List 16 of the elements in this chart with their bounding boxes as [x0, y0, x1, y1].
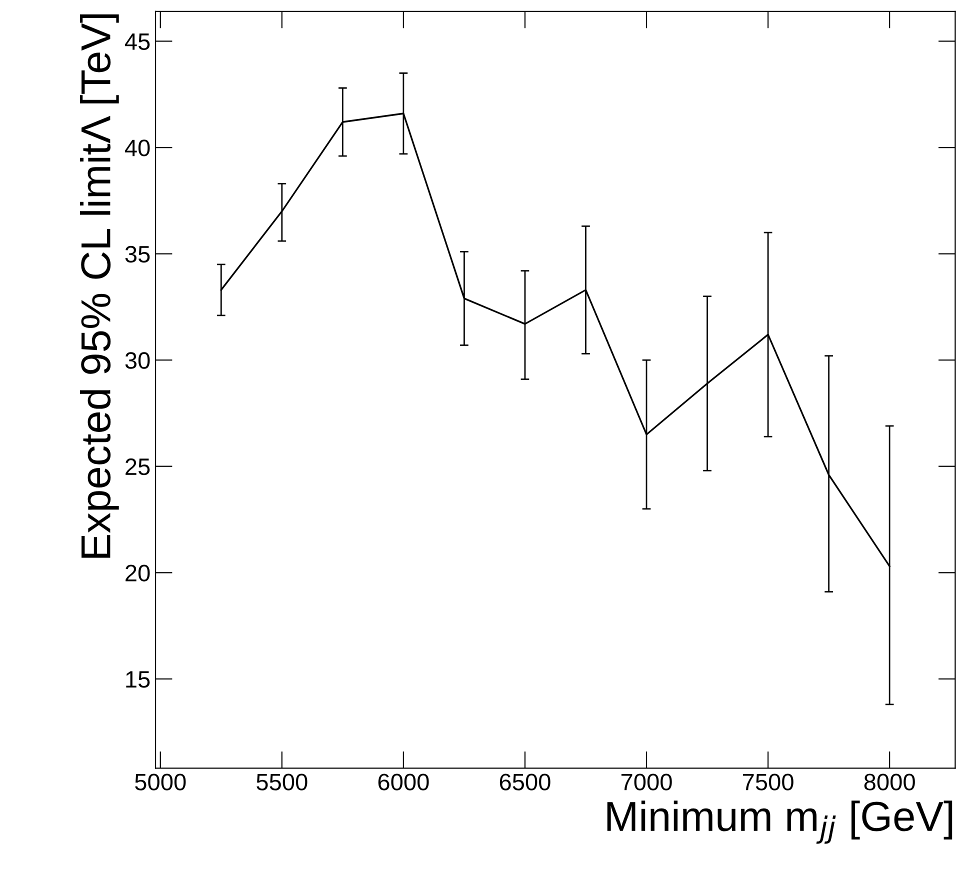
x-tick-label: 6500	[500, 774, 550, 790]
y-tick-label: 20	[126, 564, 150, 582]
y-tick-label: 30	[125, 352, 150, 369]
x-tick-label: 5000	[135, 774, 186, 790]
y-tick-label: 25	[126, 458, 150, 476]
y-axis-title: Expected 95% CL limitΛ [TeV]	[80, 14, 119, 558]
x-tick-label: 5500	[256, 774, 308, 790]
x-tick-label: 7500	[742, 774, 794, 790]
x-tick-label: 8000	[864, 774, 915, 790]
y-tick-label: 35	[125, 246, 150, 263]
y-tick-label: 45	[124, 34, 150, 50]
x-axis-title: Minimum m$_{jj}$ [GeV]	[607, 800, 952, 844]
y-tick-label: 15	[126, 671, 150, 688]
x-tick-label: 7000	[621, 774, 672, 790]
y-tick-label: 40	[124, 140, 150, 156]
x-tick-label: 6000	[378, 774, 429, 790]
